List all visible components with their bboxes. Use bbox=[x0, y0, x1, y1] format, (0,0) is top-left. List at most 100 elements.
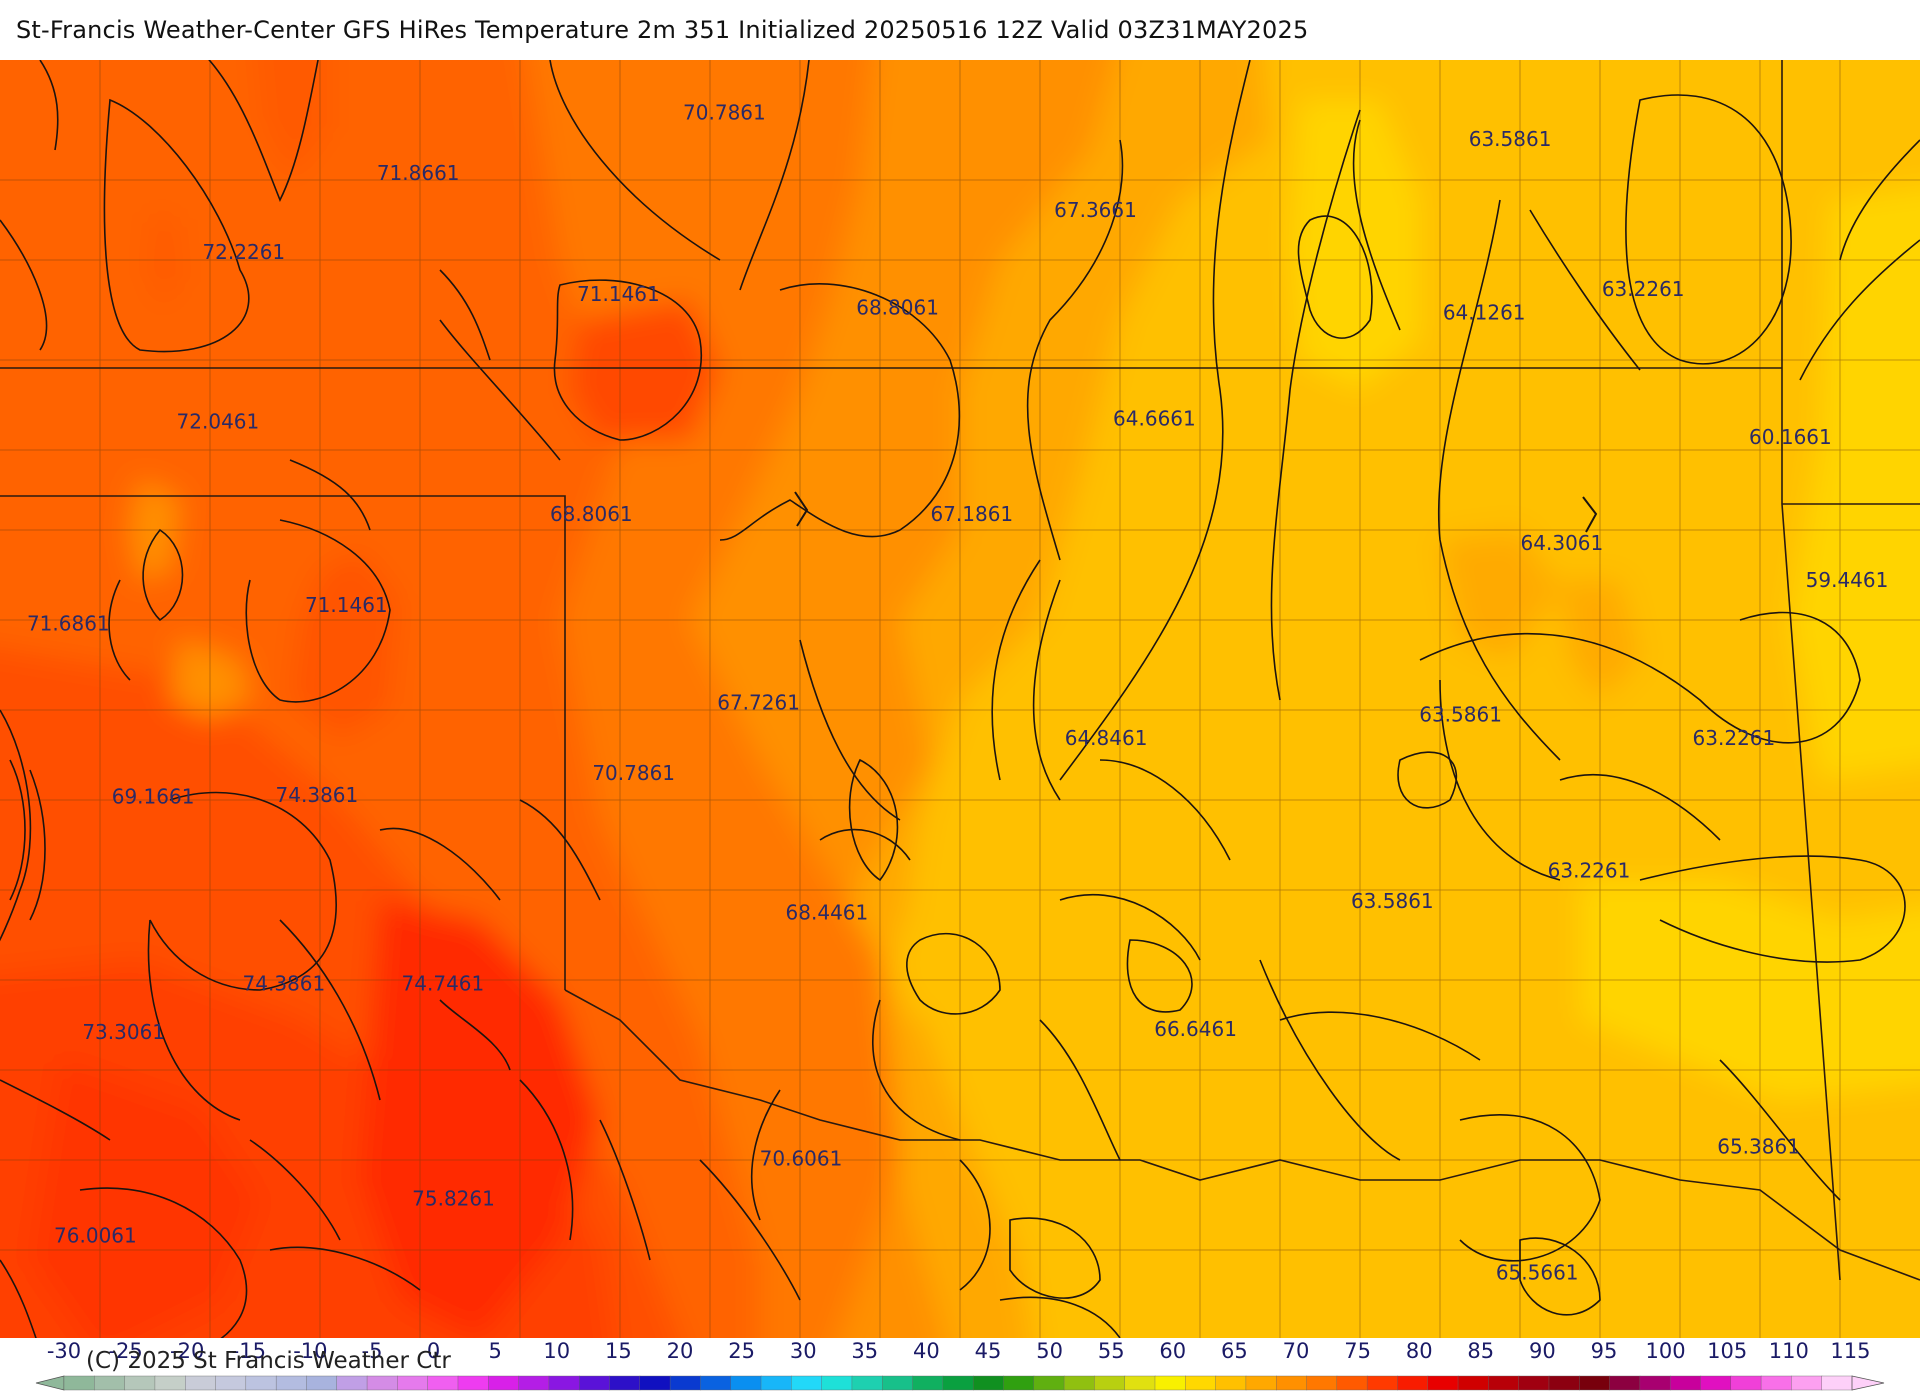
temperature-label: 64.8461 bbox=[1065, 726, 1148, 750]
temperature-label: 66.6461 bbox=[1154, 1017, 1237, 1041]
colorbar-swatch bbox=[1730, 1375, 1762, 1391]
colorbar-swatch bbox=[518, 1375, 550, 1391]
temperature-label: 71.1461 bbox=[305, 593, 388, 617]
colorbar-swatch bbox=[306, 1375, 338, 1391]
colorbar-swatch bbox=[1488, 1375, 1520, 1391]
colorbar-tick-label: 110 bbox=[1769, 1339, 1809, 1363]
colorbar-swatch bbox=[882, 1375, 914, 1391]
colorbar-tick-label: 45 bbox=[975, 1339, 1002, 1363]
colorbar-tick-label: -25 bbox=[108, 1339, 142, 1363]
temperature-label: 64.6661 bbox=[1113, 406, 1196, 430]
temperature-label: 71.6861 bbox=[27, 612, 110, 636]
colorbar-tick-label: 95 bbox=[1591, 1339, 1618, 1363]
colorbar-tick-label: 75 bbox=[1344, 1339, 1371, 1363]
colorbar-tick-label: 60 bbox=[1159, 1339, 1186, 1363]
colorbar-tick-label: 55 bbox=[1098, 1339, 1125, 1363]
colorbar-swatch bbox=[1033, 1375, 1065, 1391]
colorbar-tick-label: 105 bbox=[1707, 1339, 1747, 1363]
colorbar-swatch bbox=[397, 1375, 429, 1391]
colorbar-swatch bbox=[1457, 1375, 1489, 1391]
colorbar-swatch bbox=[1094, 1375, 1126, 1391]
temperature-label: 63.2261 bbox=[1602, 277, 1685, 301]
colorbar-tick-label: -10 bbox=[293, 1339, 327, 1363]
temperature-label: 70.7861 bbox=[683, 100, 766, 124]
colorbar-swatch bbox=[1700, 1375, 1732, 1391]
colorbar-swatch bbox=[336, 1375, 368, 1391]
colorbar-tick-labels: -30 -25 -20 -15 -10 -5 0 5 10 15 20 25 30 35 40 45 50 55 6… bbox=[47, 1339, 1871, 1363]
colorbar-swatch bbox=[1427, 1375, 1459, 1391]
temperature-label: 72.2261 bbox=[202, 240, 285, 264]
colorbar-swatch bbox=[1518, 1375, 1550, 1391]
colorbar-low-arrow bbox=[35, 1375, 65, 1391]
temperature-label: 64.3061 bbox=[1521, 531, 1604, 555]
colorbar-swatch bbox=[730, 1375, 762, 1391]
colorbar-swatch bbox=[488, 1375, 520, 1391]
colorbar-swatch bbox=[427, 1375, 459, 1391]
colorbar-tick-label: 100 bbox=[1646, 1339, 1686, 1363]
colorbar-tick-label: 50 bbox=[1036, 1339, 1063, 1363]
colorbar-swatch bbox=[700, 1375, 732, 1391]
temperature-label: 68.8061 bbox=[550, 502, 633, 526]
state-boundaries bbox=[0, 60, 1920, 1281]
colorbar-swatch bbox=[1366, 1375, 1399, 1391]
temperature-label: 67.1861 bbox=[930, 502, 1013, 526]
temperature-label: 68.8061 bbox=[856, 295, 939, 319]
temperature-label: 67.7261 bbox=[717, 691, 800, 715]
colorbar-tick-label: 20 bbox=[667, 1339, 694, 1363]
colorbar-tick-label: 15 bbox=[605, 1339, 632, 1363]
colorbar-swatch bbox=[912, 1375, 944, 1391]
colorbar-swatch bbox=[1306, 1375, 1338, 1391]
colorbar-swatch bbox=[1063, 1375, 1095, 1391]
colorbar-tick-label: 65 bbox=[1221, 1339, 1248, 1363]
colorbar-swatch bbox=[1003, 1375, 1035, 1391]
colorbar-swatch bbox=[1124, 1375, 1156, 1391]
temperature-label: 75.8261 bbox=[412, 1187, 495, 1211]
temperature-label: 63.5861 bbox=[1419, 702, 1502, 726]
colorbar-tick-label: -5 bbox=[362, 1339, 383, 1363]
temperature-label: 73.3061 bbox=[82, 1020, 165, 1044]
colorbar-swatch bbox=[942, 1375, 974, 1391]
colorbar-swatch bbox=[760, 1375, 792, 1391]
temperature-value-labels: 70.7861 71.8661 72.2261 71.1461 68.8061 67.36… bbox=[27, 100, 1888, 1284]
colorbar-swatch bbox=[609, 1375, 641, 1391]
temperature-label: 65.3861 bbox=[1717, 1135, 1800, 1159]
colorbar-tick-label: 80 bbox=[1406, 1339, 1433, 1363]
colorbar-tick-label: -20 bbox=[170, 1339, 204, 1363]
wind-barbs bbox=[794, 491, 1598, 533]
temperature-label: 70.6061 bbox=[760, 1146, 843, 1170]
temperature-label: 74.7461 bbox=[402, 971, 485, 995]
colorbar-tick-label: 30 bbox=[790, 1339, 817, 1363]
colorbar-swatch bbox=[1215, 1375, 1247, 1391]
colorbar-tick-label: 85 bbox=[1467, 1339, 1494, 1363]
colorbar-swatch bbox=[548, 1375, 580, 1391]
colorbar-tick-label: -30 bbox=[47, 1339, 81, 1363]
temperature-label: 65.5661 bbox=[1496, 1261, 1579, 1285]
temperature-label: 70.7861 bbox=[592, 761, 675, 785]
temperature-label: 63.2261 bbox=[1693, 726, 1776, 750]
colorbar-tick-label: 90 bbox=[1529, 1339, 1556, 1363]
temperature-label: 63.5861 bbox=[1351, 889, 1434, 913]
colorbar-tick-label: 0 bbox=[427, 1339, 440, 1363]
temperature-label: 64.1261 bbox=[1443, 300, 1526, 324]
colorbar-swatch bbox=[821, 1375, 853, 1391]
colorbar-swatch bbox=[1821, 1375, 1853, 1391]
colorbar-swatch bbox=[1275, 1375, 1308, 1391]
colorbar-tick-label: 10 bbox=[543, 1339, 570, 1363]
colorbar-swatch bbox=[1548, 1375, 1580, 1391]
temperature-label: 71.1461 bbox=[577, 282, 660, 306]
colorbar-swatch bbox=[1397, 1375, 1429, 1391]
colorbar-tick-label: 40 bbox=[913, 1339, 940, 1363]
temperature-label: 63.2261 bbox=[1548, 859, 1631, 883]
isotherm-contours bbox=[0, 60, 1920, 1338]
colorbar-swatch bbox=[578, 1375, 611, 1391]
colorbar-swatch bbox=[669, 1375, 702, 1391]
temperature-label: 59.4461 bbox=[1806, 568, 1889, 592]
colorbar-swatch bbox=[1154, 1375, 1186, 1391]
colorbar-swatch bbox=[457, 1375, 489, 1391]
colorbar-swatch bbox=[1185, 1375, 1217, 1391]
colorbar-high-arrow bbox=[1851, 1375, 1885, 1391]
colorbar-tick-label: 115 bbox=[1830, 1339, 1870, 1363]
colorbar-swatch bbox=[1791, 1375, 1823, 1391]
colorbar-swatch bbox=[94, 1375, 126, 1391]
colorbar-swatch bbox=[245, 1375, 277, 1391]
